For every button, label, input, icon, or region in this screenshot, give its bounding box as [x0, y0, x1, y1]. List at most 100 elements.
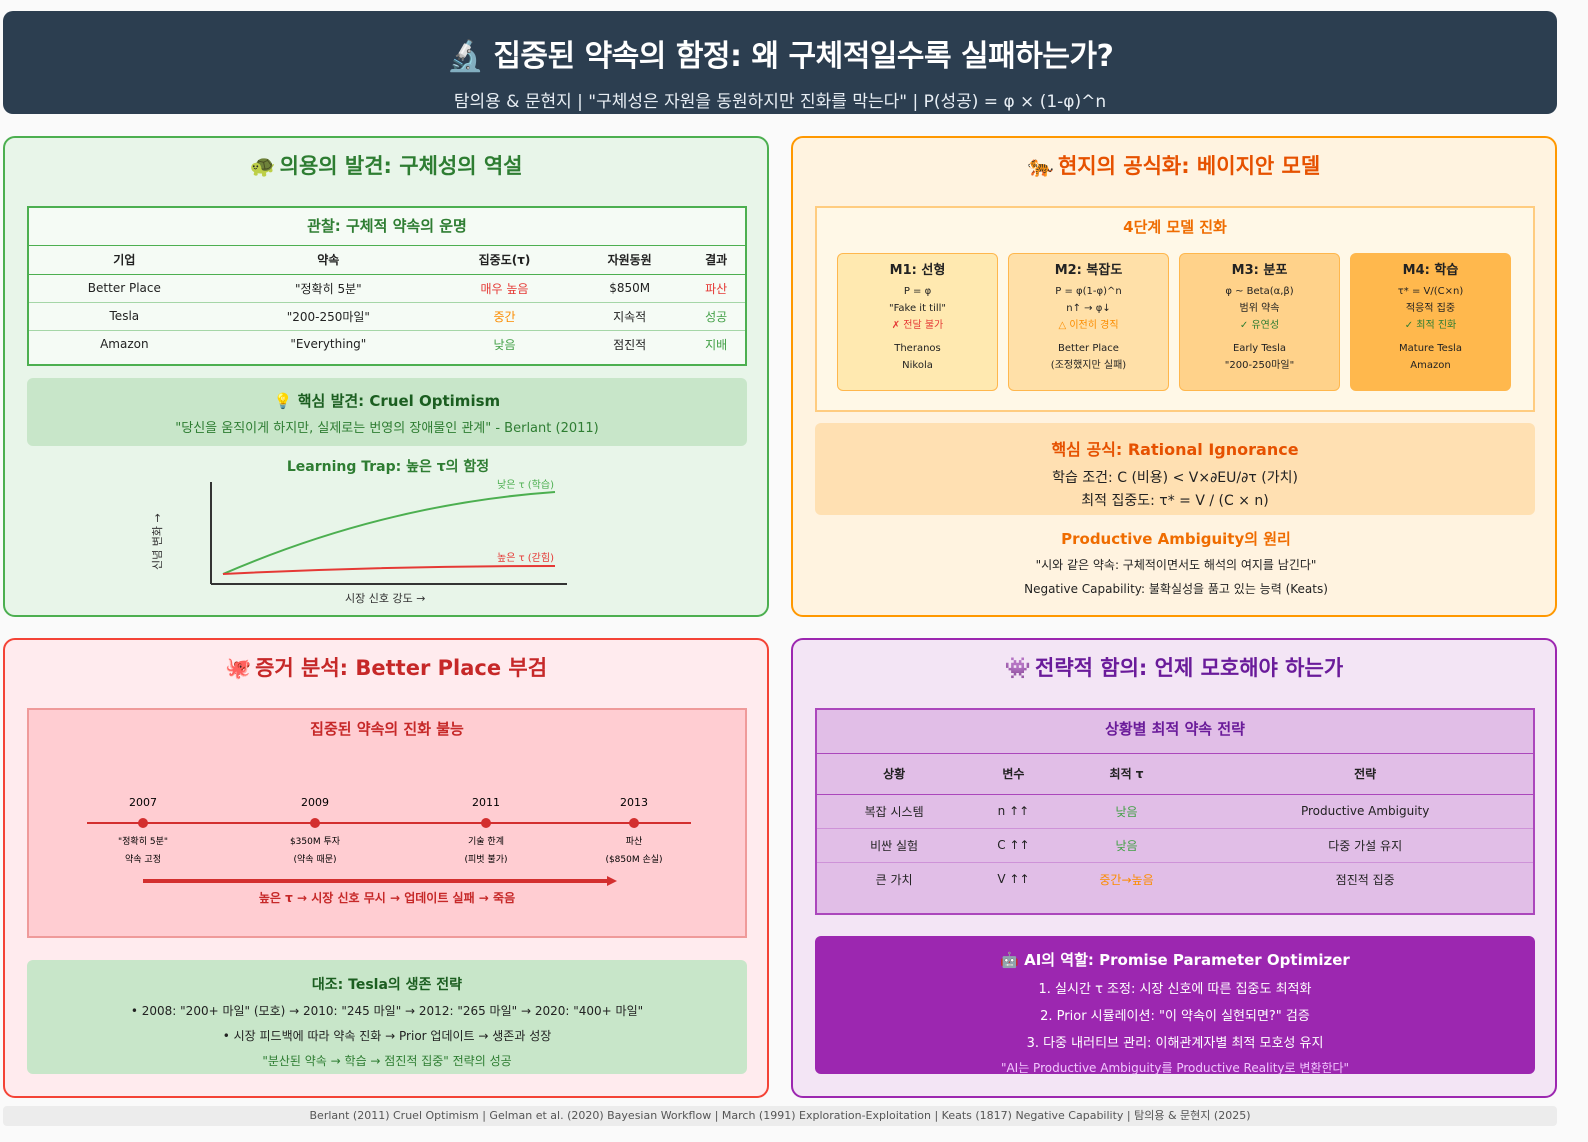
ai-role-item: 3. 다중 내러티브 관리: 이해관계자별 최적 모호성 유지	[1026, 1036, 1324, 1051]
model-stages-title: 4단계 모델 진화	[1123, 218, 1227, 236]
stage-formula: P = φ	[903, 286, 932, 297]
tau-cell: 매우 높음	[436, 274, 573, 303]
productive-ambiguity-quote: "시와 같은 약속: 구체적이면서도 해석의 여지를 남긴다"	[1035, 558, 1317, 572]
formalization-panel: 🐅 현지의 공식화: 베이지안 모델 4단계 모델 진화 M1: 선형 P = φ…	[791, 136, 1557, 617]
col-promise: 약속	[219, 246, 437, 275]
evidence-panel-title: 🐙 증거 분석: Better Place 부검	[5, 652, 767, 682]
stage-card-m3: M3: 분포 φ ~ Beta(α,β) 범위 약속 ✓ 유연성 Early T…	[1179, 253, 1340, 391]
alien-monster-icon: 👾	[1004, 656, 1032, 680]
discovery-panel-title: 🐢 의용의 발견: 구체성의 역설	[5, 150, 767, 180]
discovery-title-text: 의용의 발견: 구체성의 역설	[279, 154, 523, 178]
page-header: 🔬 집중된 약속의 함정: 왜 구체적일수록 실패하는가? 탐의용 & 문현지 …	[3, 11, 1557, 114]
stage-heading: M2: 복잡도	[1054, 263, 1123, 278]
tau-cell: 중간	[436, 302, 573, 331]
resources-cell: 지속적	[572, 302, 688, 331]
strategy-table: 상황별 최적 약속 전략 상황 변수 최적 τ 전략 복잡 시스템 n ↑↑ 낮…	[815, 708, 1535, 915]
event-label: (피벗 불가)	[464, 854, 507, 865]
trajectory-label: 높은 τ → 시장 신호 무시 → 업데이트 실패 → 죽음	[259, 890, 515, 905]
tau-cell: 낮음	[493, 337, 516, 352]
strategy-panel: 👾 전략적 함의: 언제 모호해야 하는가 상황별 최적 약속 전략 상황 변수 …	[791, 638, 1557, 1098]
table-row: 복잡 시스템 n ↑↑ 낮음 Productive Ambiguity	[817, 794, 1533, 829]
timeline-event: 2009 $350M 투자 (약속 때문)	[290, 796, 341, 865]
strategy-cell: Productive Ambiguity	[1197, 794, 1533, 829]
stage-example: Mature Tesla	[1399, 343, 1462, 354]
strategy-table-title: 상황별 최적 약속 전략	[817, 710, 1533, 754]
trap-y-label: 신념 변화 →	[151, 513, 164, 570]
stage-status: ✗ 전달 불가	[891, 320, 944, 331]
high-tau-curve	[222, 565, 556, 575]
result-cell: 지배	[705, 337, 728, 352]
timeline-event: 2013 파산 ($850M 손실)	[605, 796, 662, 865]
learning-trap-title: Learning Trap: 높은 τ의 함정	[286, 459, 490, 475]
rational-ignorance-box: 핵심 공식: Rational Ignorance 학습 조건: C (비용) …	[815, 423, 1535, 515]
ai-role-box: 🤖 AI의 역할: Promise Parameter Optimizer 1.…	[815, 936, 1535, 1075]
tesla-feedback-line: • 시장 피드백에 따라 약속 진화 → Prior 업데이트 → 생존과 성장	[222, 1029, 552, 1043]
cruel-optimism-quote: "당신을 움직이게 하지만, 실제로는 번영의 장애물인 관계" - Berla…	[175, 421, 599, 436]
learning-condition: 학습 조건: C (비용) < V×∂EU/∂τ (가치)	[1052, 470, 1298, 486]
resources-cell: $850M	[572, 274, 688, 303]
col-situation: 상황	[817, 754, 972, 795]
cruel-optimism-box: 💡 핵심 발견: Cruel Optimism "당신을 움직이게 하지만, 실…	[27, 378, 747, 446]
stage-example: (조정했지만 실패)	[1050, 360, 1127, 371]
stage-example: Nikola	[902, 360, 933, 371]
resources-cell: 점진적	[613, 337, 647, 352]
stage-example: "200-250마일"	[1224, 360, 1295, 371]
negative-capability-line: Negative Capability: 불확실성을 품고 있는 능력 (Kea…	[1024, 582, 1328, 596]
table-row: Better Place "정확히 5분" 매우 높음 $850M 파산	[29, 274, 745, 303]
page-title: 🔬 집중된 약속의 함정: 왜 구체적일수록 실패하는가?	[446, 39, 1114, 74]
evidence-panel: 🐙 증거 분석: Better Place 부검 집중된 약속의 진화 불능 20…	[3, 638, 769, 1098]
stage-heading: M3: 분포	[1231, 263, 1288, 278]
event-year: 2011	[472, 796, 500, 809]
stage-desc: n↑ → φ↓	[1066, 303, 1111, 314]
model-stages-box: 4단계 모델 진화 M1: 선형 P = φ "Fake it till" ✗ …	[815, 206, 1535, 412]
result-cell: 파산	[687, 274, 745, 303]
observation-table-title: 관찰: 구체적 약속의 운명	[29, 208, 745, 246]
optimal-tau-cell: 중간→높음	[1099, 872, 1154, 887]
situation-cell: 비싼 실험	[817, 828, 972, 863]
trap-x-label: 시장 신호 강도 →	[345, 592, 425, 604]
stage-status: △ 이전히 경직	[1058, 320, 1119, 331]
promise-cell: "정확히 5분"	[219, 274, 437, 303]
stage-heading: M4: 학습	[1402, 263, 1459, 278]
situation-cell: 큰 가치	[875, 872, 913, 887]
productive-ambiguity-title: Productive Ambiguity의 원리	[1061, 530, 1291, 548]
strategy-cell: 점진적 집중	[1335, 872, 1395, 887]
company-cell: Amazon	[100, 337, 149, 352]
optimal-tau-cell: 낮음	[1055, 828, 1198, 863]
ai-role-quote: "AI는 Productive Ambiguity를 Productive Re…	[1000, 1061, 1350, 1075]
formalization-panel-title: 🐅 현지의 공식화: 베이지안 모델	[793, 150, 1555, 180]
event-label: (약속 때문)	[293, 853, 336, 865]
strategy-title-text: 전략적 함의: 언제 모호해야 하는가	[1035, 656, 1344, 680]
table-row: Amazon "Everything" 낮음 점진적 지배	[29, 330, 745, 358]
turtle-icon: 🐢	[249, 154, 276, 178]
stage-desc: "Fake it till"	[888, 303, 947, 314]
promise-cell: "Everything"	[290, 337, 367, 352]
result-cell: 성공	[687, 302, 745, 331]
optimal-tau-cell: 낮음	[1055, 794, 1198, 829]
variable-cell: C ↑↑	[971, 828, 1056, 863]
col-resources: 자원동원	[572, 246, 688, 275]
learning-trap-diagram: 낮은 τ (학습) 높은 τ (갇힘) 신념 변화 → 시장 신호 강도 →	[151, 479, 567, 604]
stage-example: Better Place	[1058, 343, 1119, 354]
event-year: 2007	[129, 796, 157, 809]
rational-ignorance-title: 핵심 공식: Rational Ignorance	[1051, 440, 1299, 459]
observation-table: 관찰: 구체적 약속의 운명 기업 약속 집중도(τ) 자원동원 결과 Bett…	[27, 206, 747, 366]
col-result: 결과	[687, 246, 745, 275]
stage-desc: 범위 약속	[1239, 303, 1280, 314]
event-label: "정확히 5분"	[118, 835, 168, 847]
tesla-contrast-box: 대조: Tesla의 생존 전략 • 2008: "200+ 마일" (모호) …	[27, 960, 747, 1074]
stage-card-m2: M2: 복잡도 P = φ(1-φ)^n n↑ → φ↓ △ 이전히 경직 Be…	[1008, 253, 1169, 391]
stage-example: Theranos	[894, 343, 941, 354]
event-label: ($850M 손실)	[605, 854, 662, 865]
variable-cell: V ↑↑	[997, 872, 1030, 887]
variable-cell: n ↑↑	[971, 794, 1056, 829]
cruel-optimism-title: 💡 핵심 발견: Cruel Optimism	[273, 392, 501, 410]
ai-role-item: 1. 실시간 τ 조정: 시장 신호에 따른 집중도 최적화	[1038, 982, 1312, 997]
event-label: 기술 한계	[468, 835, 504, 847]
stage-status: ✓ 유연성	[1239, 320, 1280, 331]
table-row: 비싼 실험 C ↑↑ 낮음 다중 가설 유지	[817, 828, 1533, 863]
tesla-strategy-line: "분산된 약속 → 학습 → 점진적 집중" 전략의 성공	[262, 1054, 512, 1068]
evidence-title-text: 증거 분석: Better Place 부검	[255, 656, 548, 680]
timeline-event: 2007 "정확히 5분" 약속 고정	[118, 796, 168, 865]
timeline-title: 집중된 약속의 진화 불능	[310, 720, 464, 738]
